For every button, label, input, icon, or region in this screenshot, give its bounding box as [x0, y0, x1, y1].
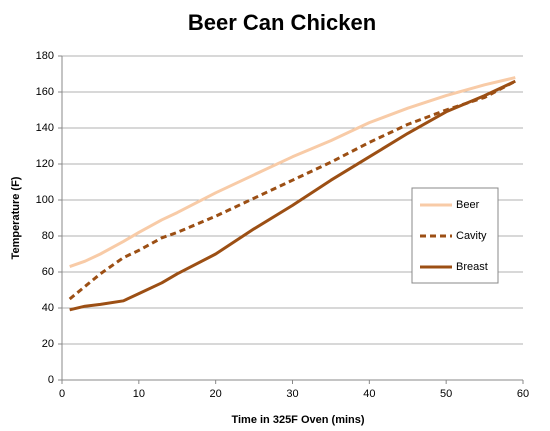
y-tick-label: 60: [42, 266, 54, 278]
x-tick-label: 50: [440, 388, 452, 400]
y-tick-label: 160: [36, 86, 54, 98]
series-line: [69, 76, 516, 269]
x-tick-label: 20: [210, 388, 222, 400]
y-tick-label: 140: [36, 122, 54, 134]
y-tick-label: 120: [36, 158, 54, 170]
y-tick-label: 100: [36, 194, 54, 206]
y-tick-label: 180: [36, 50, 54, 62]
x-tick-label: 40: [363, 388, 375, 400]
series-line: [68, 79, 517, 301]
x-axis-title: Time in 325F Oven (mins): [231, 414, 364, 426]
x-tick-label: 60: [517, 388, 529, 400]
x-tick-label: 30: [286, 388, 298, 400]
y-tick-label: 20: [42, 338, 54, 350]
legend-label: Breast: [456, 261, 488, 273]
x-tick-label: 10: [133, 388, 145, 400]
series-line: [69, 79, 516, 312]
y-tick-label: 0: [48, 374, 54, 386]
chart-title: Beer Can Chicken: [188, 10, 376, 35]
legend-label: Beer: [456, 199, 480, 211]
legend-label: Cavity: [456, 230, 487, 242]
x-tick-label: 0: [59, 388, 65, 400]
y-tick-label: 80: [42, 230, 54, 242]
y-tick-label: 40: [42, 302, 54, 314]
y-axis-title: Temperature (F): [10, 176, 22, 259]
